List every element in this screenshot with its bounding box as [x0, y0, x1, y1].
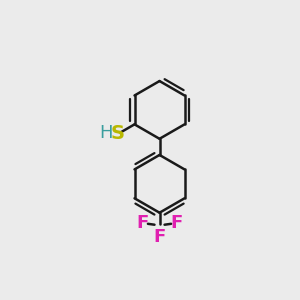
Text: F: F: [153, 227, 166, 245]
Text: F: F: [137, 214, 149, 232]
Text: F: F: [170, 214, 182, 232]
Text: H: H: [99, 124, 113, 142]
Text: S: S: [111, 124, 125, 143]
